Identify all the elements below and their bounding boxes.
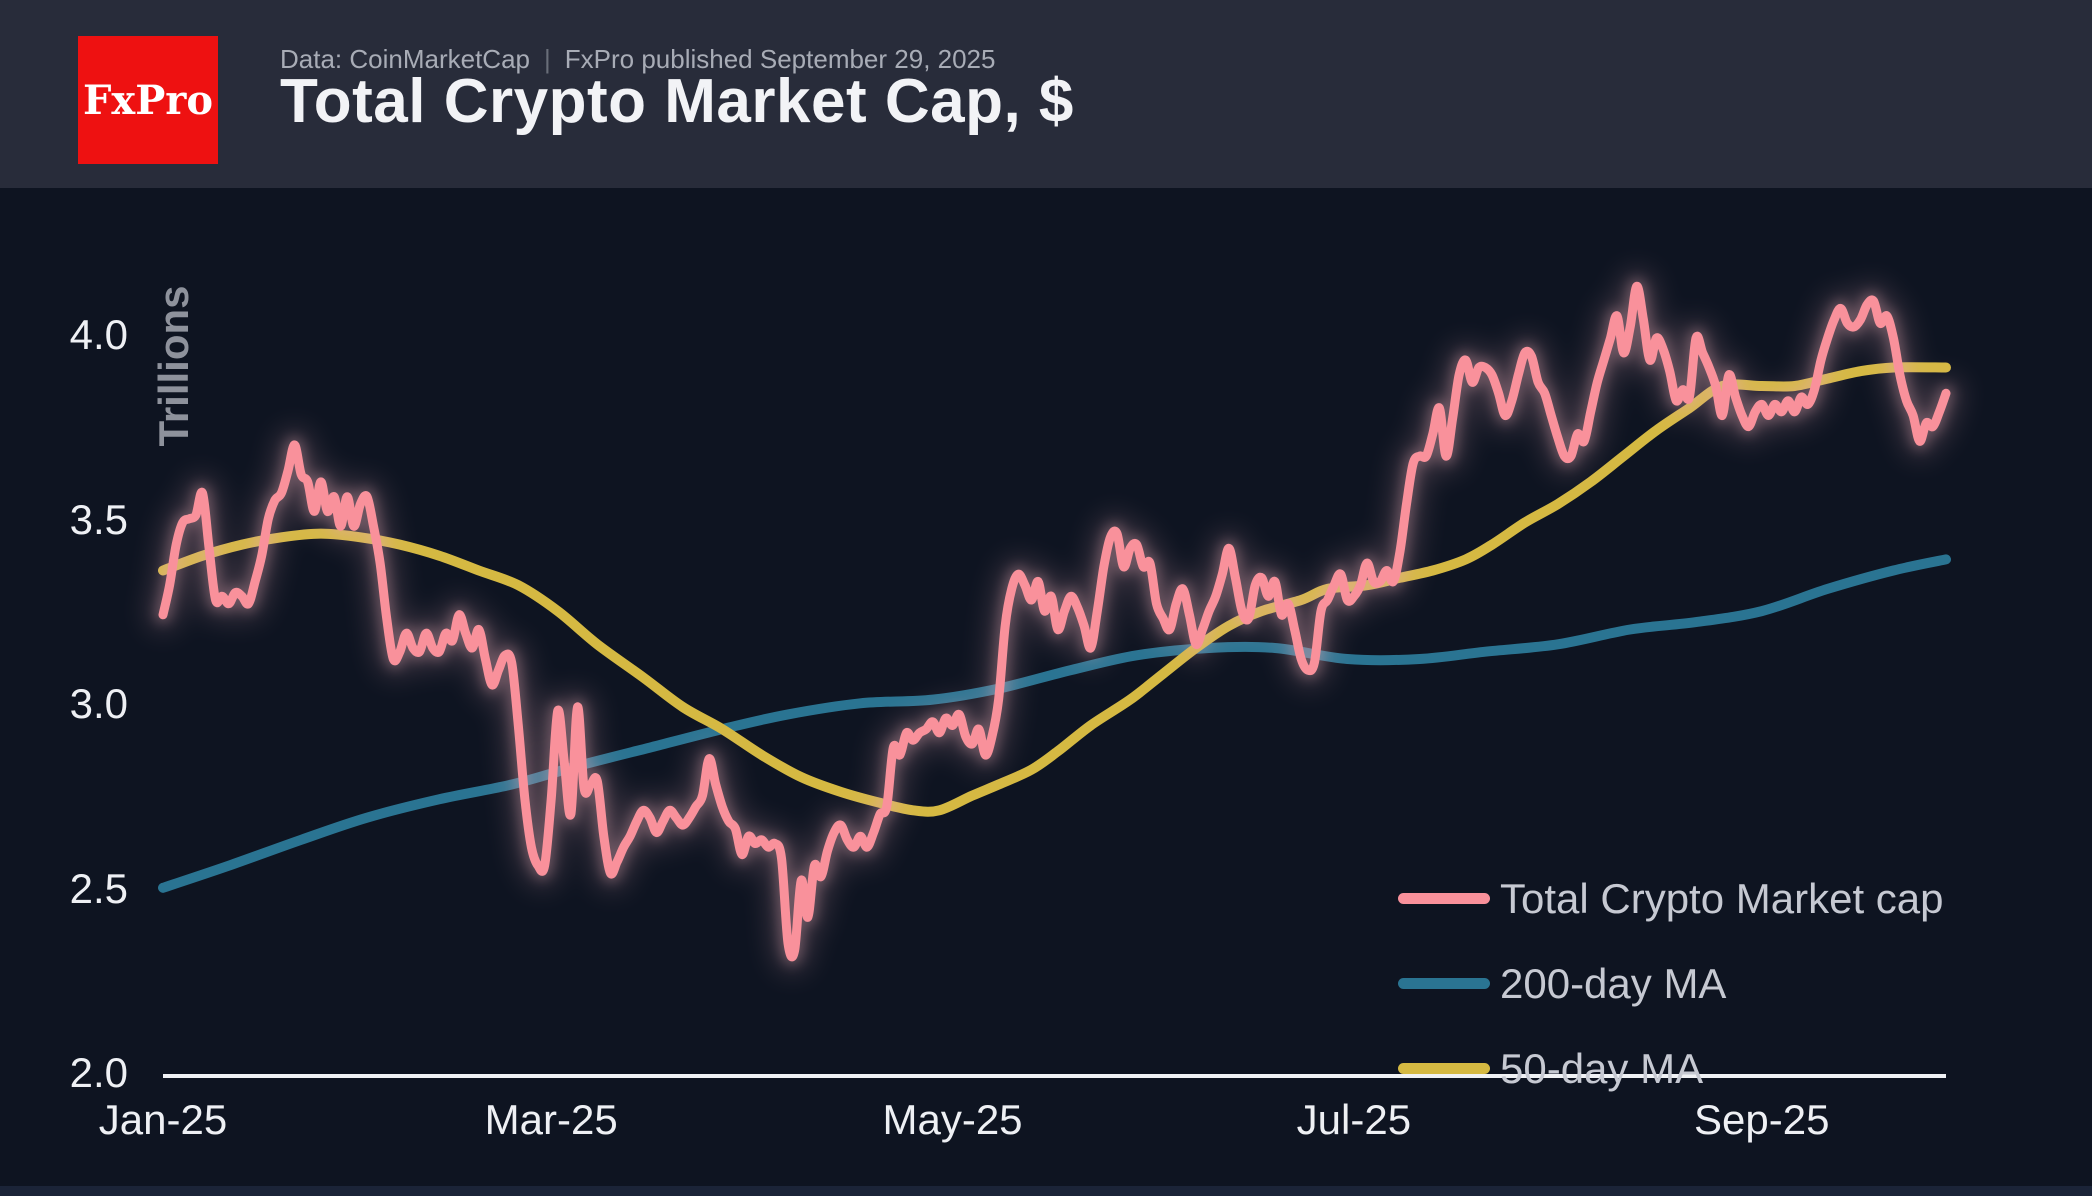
bottom-strip (0, 1186, 2092, 1196)
legend-item-ma50: 50-day MA (1398, 1026, 1944, 1111)
x-tick-May-25: May-25 (882, 1096, 1023, 1143)
x-tick-Mar-25: Mar-25 (484, 1096, 618, 1143)
chart-title: Total Crypto Market Cap, $ (280, 67, 1074, 136)
legend-item-ma200: 200-day MA (1398, 941, 1944, 1026)
y-tick-3.0: 3.0 (69, 680, 128, 727)
legend-swatch-ma50 (1398, 1063, 1490, 1074)
fxpro-logo: FxPro (78, 36, 218, 164)
ma200-line (158, 554, 1951, 893)
y-tick-2.5: 2.5 (69, 864, 128, 912)
legend-label-ma200: 200-day MA (1500, 959, 1727, 1007)
separator: | (544, 44, 551, 74)
ma50-line (158, 362, 1951, 817)
legend-label-market-cap: Total Crypto Market cap (1500, 874, 1944, 922)
x-tick-Jan-25: Jan-25 (98, 1096, 228, 1143)
y-tick-4.0: 4.0 (69, 311, 128, 358)
legend-label-ma50: 50-day MA (1500, 1044, 1704, 1092)
x-tick-Sep-25: Sep-25 (1694, 1096, 1830, 1143)
y-tick-2.0: 2.0 (69, 1049, 128, 1096)
legend-swatch-market-cap (1398, 893, 1490, 904)
legend-item-market-cap: Total Crypto Market cap (1398, 856, 1944, 941)
data-source-line: Data: CoinMarketCap | FxPro published Sept… (280, 44, 995, 75)
fxpro-logo-text: FxPro (82, 76, 214, 124)
legend-swatch-ma200 (1398, 978, 1490, 989)
y-tick-3.5: 3.5 (69, 495, 128, 543)
market-cap-line (158, 281, 1951, 962)
legend: Total Crypto Market cap 200-day MA 50-da… (1398, 856, 1944, 1111)
header-bar: FxPro Data: CoinMarketCap | FxPro publishe… (0, 0, 2092, 188)
x-tick-Jul-25: Jul-25 (1296, 1096, 1412, 1143)
published-text: FxPro published September 29, 2025 (564, 44, 996, 74)
data-source-text: Data: CoinMarketCap (280, 44, 530, 74)
y-axis-label: Trillions (150, 285, 197, 447)
